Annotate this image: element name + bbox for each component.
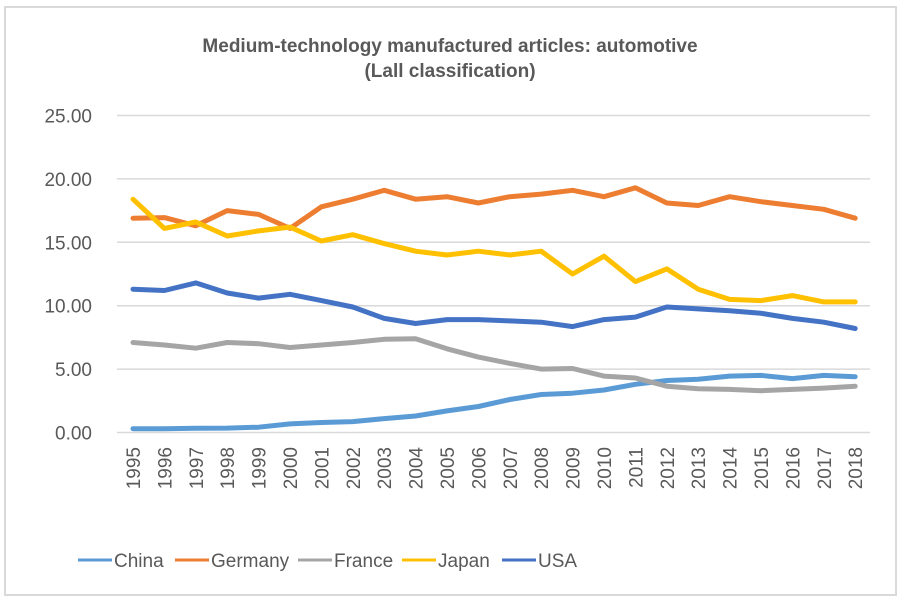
x-tick-label: 2006 bbox=[469, 447, 490, 489]
x-tick-label: 2017 bbox=[815, 447, 836, 489]
x-tick-label: 2008 bbox=[532, 447, 553, 489]
x-tick-label: 2002 bbox=[344, 447, 365, 489]
y-tick-label: 25.00 bbox=[44, 107, 92, 128]
x-tick-label: 1998 bbox=[218, 447, 239, 489]
legend-label: France bbox=[334, 551, 393, 572]
series-line-japan bbox=[130, 196, 858, 305]
x-tick-label: 1996 bbox=[155, 447, 176, 489]
y-tick-label: 20.00 bbox=[44, 170, 92, 191]
series-line-china bbox=[130, 372, 858, 432]
y-tick-label: 0.00 bbox=[55, 424, 92, 445]
legend-label: USA bbox=[538, 551, 577, 572]
legend-label: China bbox=[114, 551, 164, 572]
legend: China Germany France Japan USA bbox=[78, 551, 577, 572]
x-tick-label: 2015 bbox=[752, 447, 773, 489]
legend-label: Japan bbox=[438, 551, 490, 572]
x-tick-label: 2000 bbox=[281, 447, 302, 489]
x-tick-label: 1999 bbox=[250, 447, 271, 489]
y-axis-ticks: 0.00 5.00 10.00 15.00 20.00 25.00 bbox=[44, 107, 92, 445]
x-tick-label: 2010 bbox=[595, 447, 616, 489]
series-line-france bbox=[130, 336, 858, 394]
x-tick-label: 2011 bbox=[626, 447, 647, 488]
gridlines bbox=[117, 114, 870, 434]
x-tick-label: 2009 bbox=[564, 447, 585, 489]
legend-item-usa: USA bbox=[502, 551, 577, 572]
x-tick-label: 2005 bbox=[438, 447, 459, 489]
chart-title: Medium-technology manufactured articles:… bbox=[202, 36, 697, 57]
x-tick-label: 2007 bbox=[501, 447, 522, 489]
legend-item-germany: Germany bbox=[175, 551, 290, 572]
x-tick-label: 2013 bbox=[689, 447, 710, 489]
x-tick-label: 2004 bbox=[407, 447, 428, 490]
legend-item-china: China bbox=[78, 551, 164, 572]
chart-subtitle: (Lall classification) bbox=[364, 61, 535, 82]
series-line-usa bbox=[130, 280, 858, 331]
x-tick-label: 1997 bbox=[187, 447, 208, 489]
x-axis-ticks: 1995 1996 1997 1998 1999 2000 2001 2002 2003 2004… bbox=[124, 447, 867, 490]
x-tick-label: 2001 bbox=[312, 447, 333, 489]
x-tick-label: 1995 bbox=[124, 447, 145, 489]
legend-label: Germany bbox=[211, 551, 290, 572]
x-tick-label: 2012 bbox=[658, 447, 679, 489]
legend-item-france: France bbox=[298, 551, 393, 572]
legend-item-japan: Japan bbox=[402, 551, 490, 572]
x-tick-label: 2014 bbox=[721, 447, 742, 490]
x-tick-label: 2003 bbox=[375, 447, 396, 489]
y-tick-label: 15.00 bbox=[44, 233, 92, 254]
y-tick-label: 10.00 bbox=[44, 297, 92, 318]
x-tick-label: 2018 bbox=[846, 447, 867, 489]
series-line-germany bbox=[130, 185, 858, 231]
y-tick-label: 5.00 bbox=[55, 360, 92, 381]
series-lines bbox=[130, 185, 858, 432]
x-tick-label: 2016 bbox=[783, 447, 804, 489]
